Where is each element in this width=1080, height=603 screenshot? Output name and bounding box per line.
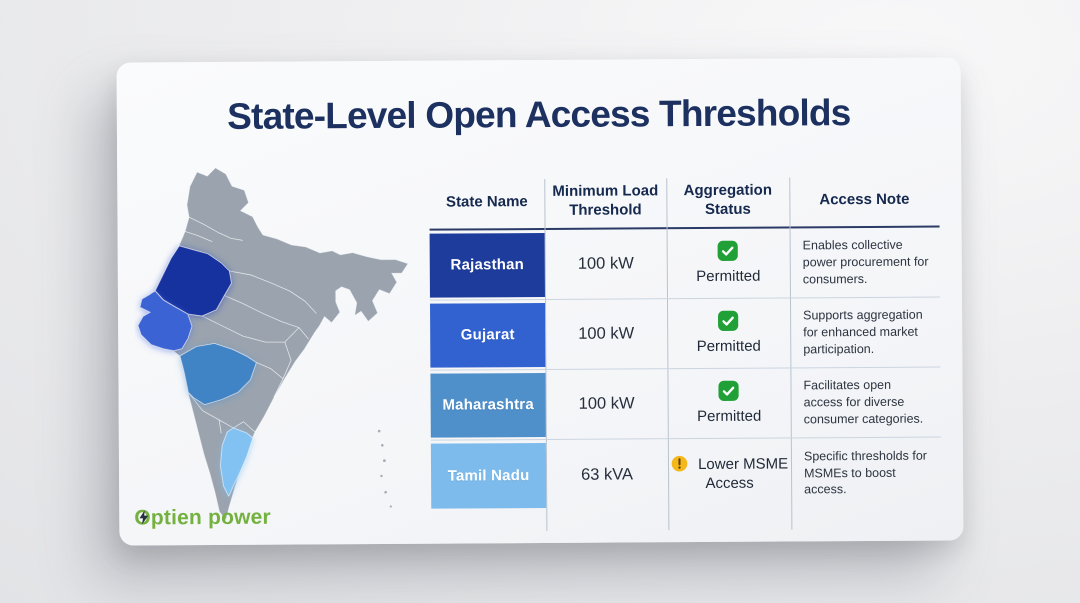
status-label: Lower MSME Access [698,454,789,492]
page-title: State-Level Open Access Thresholds [227,92,851,137]
map-state-gujarat [137,290,193,352]
state-name-cell: Gujarat [430,300,546,370]
status-label: Permitted [697,407,762,426]
warning-icon [671,455,688,472]
col-header-aggregation-status: Aggregation Status [683,181,773,218]
india-map-svg [137,167,408,520]
state-name-label: Tamil Nadu [430,442,547,509]
lightning-bolt-icon [138,510,148,525]
table-row: Tamil Nadu 63 kVA Lower MS [430,438,941,511]
map-state-maharashtra [179,343,257,405]
map-state-tamil-nadu [220,427,254,497]
state-name-cell: Maharashtra [430,370,546,440]
threshold-cell: 100 kW [578,394,635,413]
col-header-access-note: Access Note [819,190,910,208]
col-header-state-name: State Name [445,192,528,211]
table-body: Rajasthan 100 kW Permitted [429,227,942,511]
state-name-cell: Tamil Nadu [430,440,547,511]
state-name-label: Maharashtra [430,372,546,438]
table-row: Rajasthan 100 kW Permitted [429,227,940,301]
status-cell: Lower MSME Access [668,438,791,509]
state-name-label: Rajasthan [429,232,545,298]
andaman-islands [377,429,392,508]
table-row: Gujarat 100 kW Permitted [429,297,941,371]
access-note-cell: Specific thresholds for MSMEs to boost a… [803,448,927,497]
threshold-cell: 63 kVA [581,464,634,484]
access-note-cell: Enables collective power procurement for… [802,238,929,287]
threshold-cell: 100 kW [577,254,634,273]
state-name-cell: Rajasthan [429,230,545,300]
permitted-check-icon [717,240,739,262]
table-header: State Name Minimum Load Threshold Aggreg… [429,174,939,229]
status-cell: Permitted [667,228,790,298]
status-cell: Permitted [667,298,790,368]
brand-name: Optien power [134,505,271,530]
brand-logo: Optien power [134,503,271,534]
status-label: Permitted [696,337,761,356]
slide-card: State-Level Open Access Thresholds [116,57,964,546]
access-note-cell: Supports aggregation for enhanced market… [803,308,923,357]
thresholds-table: State Name Minimum Load Threshold Aggreg… [429,174,942,531]
permitted-check-icon [718,380,740,402]
threshold-cell: 100 kW [578,324,635,343]
table-row: Maharashtra 100 kW Permitt [430,367,941,441]
state-borders [184,216,317,434]
status-cell: Permitted [667,368,790,438]
status-label: Permitted [696,267,761,286]
state-name-label: Gujarat [430,302,546,368]
permitted-check-icon [718,310,740,332]
col-header-minimum-load-threshold: Minimum Load Threshold [552,182,659,219]
access-note-cell: Facilitates open access for diverse cons… [803,378,924,427]
india-map [133,159,427,533]
